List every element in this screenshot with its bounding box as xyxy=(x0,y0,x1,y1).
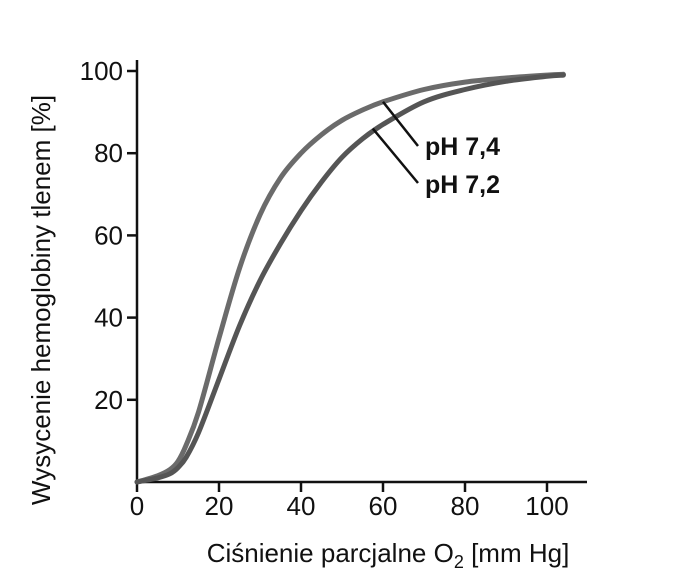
y-axis-ticks: 20 40 60 80 100 xyxy=(80,56,137,415)
x-axis-ticks: 0 20 40 60 80 100 xyxy=(130,482,569,521)
series-line-1 xyxy=(134,72,566,485)
x-axis-title: Ciśnienie parcjalne O2 [mm Hg] xyxy=(207,538,570,570)
series-leader-line xyxy=(382,101,419,147)
y-tick-label: 100 xyxy=(80,56,123,86)
x-tick-label: 20 xyxy=(205,491,234,521)
y-tick-label: 60 xyxy=(94,220,123,250)
x-tick-label: 0 xyxy=(130,491,144,521)
curves xyxy=(134,71,566,485)
series-line-0 xyxy=(134,71,566,485)
axes: 20 40 60 80 100 0 20 40 60 80 100 xyxy=(80,56,587,521)
y-tick-label: 20 xyxy=(94,385,123,415)
x-tick-label: 80 xyxy=(451,491,480,521)
series-label: pH 7,2 xyxy=(425,171,500,199)
y-tick-label: 40 xyxy=(94,303,123,333)
x-tick-label: 100 xyxy=(525,491,568,521)
series-labels: pH 7,4 pH 7,2 xyxy=(371,101,500,199)
y-tick-label: 80 xyxy=(94,138,123,168)
x-tick-label: 40 xyxy=(287,491,316,521)
x-axis-title-subscript: 2 xyxy=(454,552,464,570)
y-axis-title: Wysycenie hemoglobiny tlenem [%] xyxy=(26,95,56,505)
x-axis-title-unit: [mm Hg] xyxy=(464,538,569,568)
series-label: pH 7,4 xyxy=(425,133,500,161)
series-leader-line xyxy=(371,127,419,184)
x-tick-label: 60 xyxy=(369,491,398,521)
x-axis-title-text: Ciśnienie parcjalne O xyxy=(207,538,454,568)
